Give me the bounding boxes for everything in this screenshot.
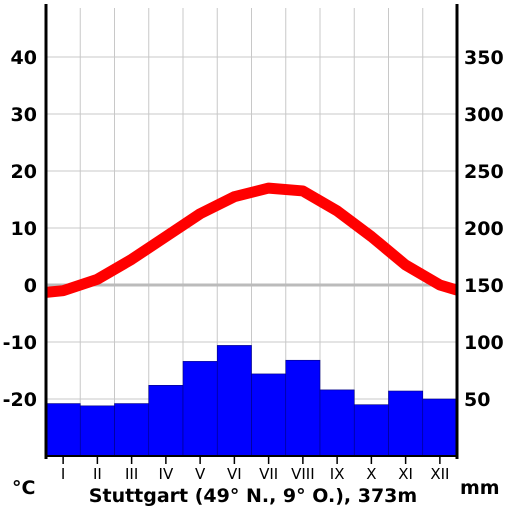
left-tick-label: 0 <box>24 275 37 297</box>
month-label: VII <box>259 465 278 483</box>
axes <box>44 4 459 464</box>
right-tick-label: 50 <box>464 389 490 411</box>
month-label: IX <box>330 465 345 483</box>
precipitation-bar <box>319 389 355 457</box>
left-tick-label: 10 <box>11 218 37 240</box>
precipitation-bars <box>45 345 458 457</box>
left-tick-label: 40 <box>11 47 37 69</box>
month-label: IV <box>159 465 174 483</box>
precipitation-bar <box>114 403 150 457</box>
month-labels: I II III IV V VI VII VIII IX X XI XII <box>61 465 450 483</box>
right-tick-label: 250 <box>464 161 504 183</box>
month-label: XII <box>430 465 449 483</box>
precipitation-bar <box>251 373 287 457</box>
precipitation-bar <box>216 345 252 457</box>
precipitation-bar <box>45 403 81 457</box>
temperature-line <box>45 182 459 298</box>
precipitation-bar <box>422 398 458 457</box>
precipitation-bar <box>388 390 424 457</box>
right-tick-label: 300 <box>464 104 504 126</box>
left-axis-unit: °C <box>12 477 35 499</box>
left-tick-label: 20 <box>11 161 37 183</box>
right-tick-label: 350 <box>464 47 504 69</box>
right-tick-labels: 350 300 250 200 150 100 50 <box>464 47 504 411</box>
month-label: X <box>366 465 376 483</box>
month-label: II <box>93 465 102 483</box>
left-tick-labels: 40 30 20 10 0 -10 -20 <box>3 47 37 411</box>
left-tick-label: 30 <box>11 104 37 126</box>
left-tick-label: -10 <box>3 332 37 354</box>
right-tick-label: 200 <box>464 218 504 240</box>
month-label: VI <box>227 465 242 483</box>
month-label: VIII <box>291 465 315 483</box>
temperature-line-group <box>45 182 459 298</box>
month-label: I <box>61 465 65 483</box>
month-label: V <box>195 465 206 483</box>
left-tick-label: -20 <box>3 389 37 411</box>
right-axis-unit: mm <box>460 477 500 499</box>
right-tick-label: 100 <box>464 332 504 354</box>
precipitation-bar <box>79 405 115 457</box>
month-label: III <box>125 465 138 483</box>
precipitation-bar <box>182 361 218 457</box>
chart-title: Stuttgart (49° N., 9° O.), 373m <box>89 485 417 507</box>
precipitation-bar <box>285 359 321 457</box>
precipitation-bar <box>353 404 389 457</box>
precipitation-bar <box>148 385 184 457</box>
right-tick-label: 150 <box>464 275 504 297</box>
month-label: XI <box>398 465 413 483</box>
